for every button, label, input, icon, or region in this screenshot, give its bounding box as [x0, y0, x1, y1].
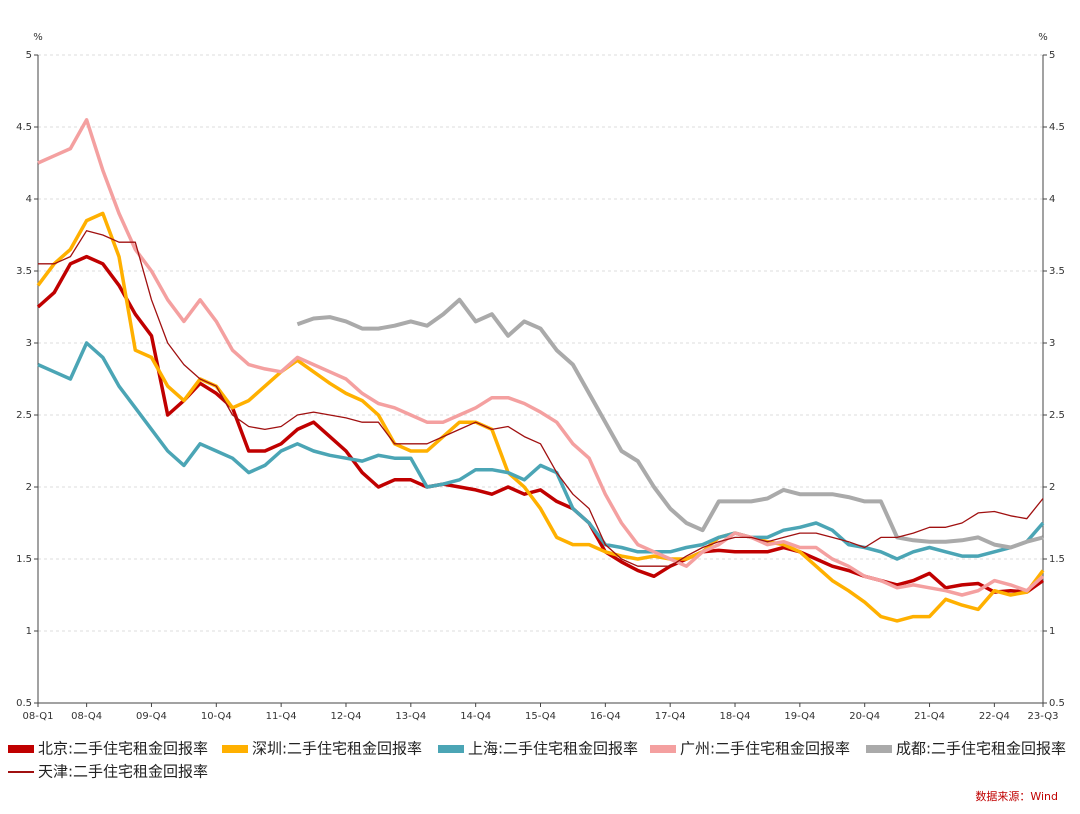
y-unit-left: %: [33, 32, 43, 43]
y-tick-label: 5: [26, 50, 32, 61]
y2-tick-label: 0.5: [1049, 698, 1065, 709]
x-tick-label: 14-Q4: [460, 711, 491, 722]
legend-swatch: [8, 771, 34, 773]
legend-swatch: [650, 745, 676, 753]
legend-label: 上海:二手住宅租金回报率: [468, 740, 638, 758]
x-tick-label: 23-Q3: [1028, 711, 1059, 722]
y-tick-label: 3.5: [16, 266, 32, 277]
y-tick-label: 4.5: [16, 122, 32, 133]
x-tick-label: 10-Q4: [201, 711, 232, 722]
y-tick-label: 0.5: [16, 698, 32, 709]
y2-tick-label: 3.5: [1049, 266, 1065, 277]
x-tick-label: 12-Q4: [331, 711, 362, 722]
y-tick-label: 2: [26, 482, 32, 493]
y2-tick-label: 1.5: [1049, 554, 1065, 565]
legend-label: 北京:二手住宅租金回报率: [38, 740, 208, 758]
y2-tick-label: 2.5: [1049, 410, 1065, 421]
x-tick-label: 21-Q4: [914, 711, 945, 722]
legend-label: 天津:二手住宅租金回报率: [38, 763, 208, 781]
y-tick-label: 2.5: [16, 410, 32, 421]
y2-tick-label: 4: [1049, 194, 1055, 205]
series-line: [38, 230, 1044, 567]
y-unit-right: %: [1038, 32, 1048, 43]
y2-tick-label: 5: [1049, 50, 1055, 61]
legend-label: 深圳:二手住宅租金回报率: [252, 740, 422, 758]
y-tick-label: 1: [26, 626, 32, 637]
series-line: [36, 254, 1045, 594]
y2-tick-label: 4.5: [1049, 122, 1065, 133]
x-tick-label: 18-Q4: [720, 711, 751, 722]
y2-tick-label: 1: [1049, 626, 1055, 637]
x-tick-label: 22-Q4: [979, 711, 1010, 722]
y-tick-label: 3: [26, 338, 32, 349]
x-tick-label: 16-Q4: [590, 711, 621, 722]
y-tick-label: 1.5: [16, 554, 32, 565]
legend-swatch: [222, 745, 248, 753]
legend-label: 成都:二手住宅租金回报率: [896, 740, 1066, 758]
x-tick-label: 17-Q4: [655, 711, 686, 722]
series-line: [296, 297, 1044, 550]
legend-swatch: [866, 745, 892, 753]
source: 数据来源：Wind: [975, 789, 1058, 803]
y2-tick-label: 3: [1049, 338, 1055, 349]
x-tick-label: 13-Q4: [395, 711, 426, 722]
x-tick-label: 08-Q1: [23, 711, 54, 722]
series-line: [36, 211, 1045, 623]
y-tick-label: 4: [26, 194, 32, 205]
x-tick-label: 20-Q4: [849, 711, 880, 722]
x-tick-label: 08-Q4: [71, 711, 102, 722]
x-tick-label: 19-Q4: [784, 711, 815, 722]
series-line: [37, 118, 1045, 597]
x-tick-label: 09-Q4: [136, 711, 167, 722]
legend-label: 广州:二手住宅租金回报率: [680, 740, 850, 758]
series-line: [37, 341, 1045, 561]
x-tick-label: 15-Q4: [525, 711, 556, 722]
y2-tick-label: 2: [1049, 482, 1055, 493]
x-tick-label: 11-Q4: [266, 711, 297, 722]
legend-swatch: [438, 745, 464, 753]
legend-swatch: [8, 745, 34, 753]
